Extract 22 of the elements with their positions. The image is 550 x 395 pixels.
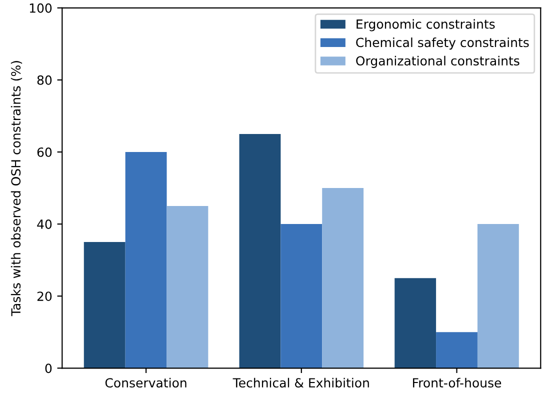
- y-tick-label: 40: [37, 220, 52, 229]
- bar: [239, 134, 281, 368]
- legend-label: Chemical safety constraints: [356, 38, 529, 50]
- bar: [125, 152, 167, 368]
- y-axis-title: Tasks with observed OSH constraints (%): [10, 61, 22, 316]
- y-tick-label: 0: [45, 364, 52, 374]
- legend-label: Organizational constraints: [356, 56, 520, 68]
- legend-label: Ergonomic constraints: [356, 19, 495, 32]
- x-tick-label: Conservation: [105, 378, 186, 388]
- bar: [394, 278, 436, 368]
- bar: [322, 188, 364, 368]
- y-tick-label: 60: [37, 147, 52, 157]
- bar: [166, 206, 208, 368]
- bar: [436, 332, 478, 368]
- x-tick-label: Front-of-house: [413, 378, 502, 388]
- y-tick-label: 100: [30, 3, 52, 13]
- bar: [280, 224, 322, 368]
- bar: [84, 242, 126, 368]
- y-tick-label: 80: [37, 75, 52, 85]
- x-tick-label: Technical & Exhibition: [232, 378, 369, 388]
- bar: [477, 224, 519, 368]
- y-tick-label: 20: [37, 292, 52, 302]
